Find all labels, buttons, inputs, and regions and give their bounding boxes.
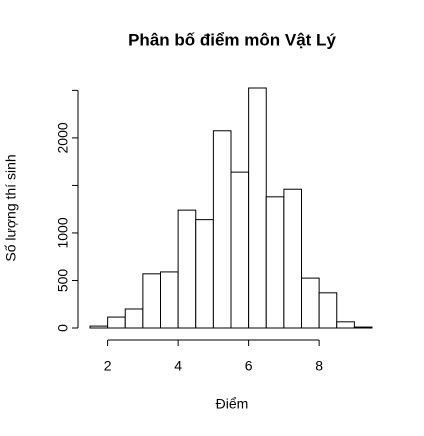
bar bbox=[336, 321, 355, 329]
bar bbox=[177, 209, 197, 329]
y-tick-label: 1000 bbox=[55, 217, 71, 248]
bar bbox=[248, 87, 267, 329]
bar bbox=[301, 277, 320, 329]
bar bbox=[230, 171, 250, 329]
x-tick-label: 2 bbox=[104, 358, 112, 374]
x-tick-label: 4 bbox=[174, 358, 182, 374]
x-axis-title: Điểm bbox=[216, 396, 249, 412]
x-tick-label: 8 bbox=[315, 358, 323, 374]
bar bbox=[89, 325, 109, 329]
y-axis-title: Số lượng thí sinh bbox=[3, 154, 19, 261]
chart-title: Phân bố điểm môn Vật Lý bbox=[128, 30, 336, 49]
y-tick-label: 2000 bbox=[55, 122, 71, 153]
y-tick-label: 0 bbox=[55, 324, 71, 332]
bar bbox=[318, 292, 338, 329]
bar bbox=[212, 130, 232, 329]
bar bbox=[265, 196, 285, 329]
bar bbox=[107, 316, 126, 329]
bar bbox=[160, 271, 179, 329]
bar bbox=[195, 219, 214, 329]
bar bbox=[142, 273, 161, 329]
x-tick-label: 6 bbox=[245, 358, 253, 374]
bar bbox=[283, 188, 302, 329]
bar bbox=[124, 308, 144, 329]
y-tick-label: 500 bbox=[55, 269, 71, 293]
bar bbox=[353, 326, 373, 329]
